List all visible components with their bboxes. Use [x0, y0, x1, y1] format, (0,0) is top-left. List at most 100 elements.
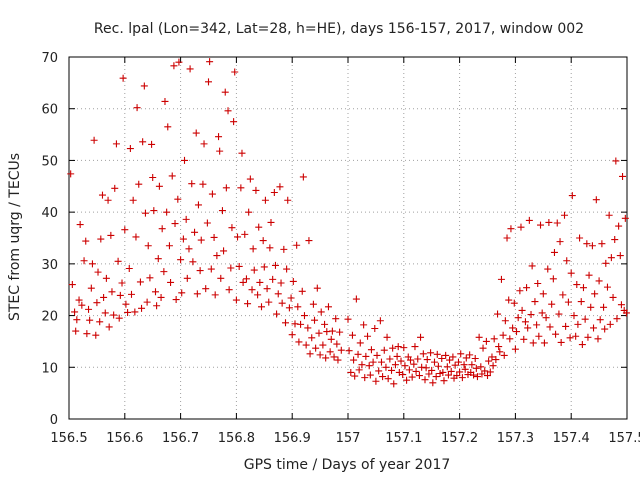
data-point — [80, 257, 88, 265]
data-point — [390, 380, 398, 388]
data-point — [567, 269, 575, 277]
data-point — [245, 208, 253, 216]
data-point — [507, 225, 515, 233]
data-point — [231, 68, 239, 76]
data-point — [523, 284, 531, 292]
data-point — [433, 350, 441, 358]
data-point — [215, 133, 223, 141]
data-point — [67, 170, 75, 178]
data-point — [269, 275, 277, 283]
data-point — [283, 265, 291, 273]
data-point — [412, 367, 420, 375]
data-point — [574, 320, 582, 328]
data-point — [267, 218, 275, 226]
data-point — [375, 367, 383, 375]
y-tick-label: 20 — [41, 310, 58, 325]
data-point — [513, 328, 521, 336]
data-point — [352, 295, 360, 303]
data-point — [428, 366, 436, 374]
data-point — [321, 320, 329, 328]
data-point — [488, 353, 496, 361]
data-point — [244, 300, 252, 308]
data-point — [432, 373, 440, 381]
data-point — [417, 333, 425, 341]
data-point — [174, 195, 182, 203]
data-point — [603, 283, 611, 291]
data-point — [557, 338, 565, 346]
data-point — [550, 248, 558, 256]
y-tick-label: 60 — [41, 103, 58, 118]
data-point — [549, 275, 557, 283]
data-point — [153, 302, 161, 310]
data-point — [584, 333, 592, 341]
data-point — [466, 351, 474, 359]
data-point — [411, 343, 419, 351]
data-point — [254, 291, 262, 299]
data-point — [444, 371, 452, 379]
data-point — [222, 184, 230, 192]
data-point — [394, 343, 402, 351]
data-point — [278, 299, 286, 307]
data-point — [468, 361, 476, 369]
data-point — [164, 123, 172, 131]
data-point — [76, 221, 84, 229]
data-point — [539, 290, 547, 298]
data-point — [449, 353, 457, 361]
data-point — [484, 372, 491, 380]
data-point — [500, 351, 508, 359]
data-point — [561, 211, 569, 219]
data-point — [138, 304, 146, 312]
data-point — [360, 321, 368, 329]
data-point — [443, 363, 451, 371]
data-point — [351, 372, 359, 380]
data-point — [239, 278, 247, 286]
data-point — [294, 303, 302, 311]
data-point — [494, 310, 502, 318]
data-point — [88, 260, 96, 268]
data-point — [327, 335, 335, 343]
data-point — [127, 290, 135, 298]
data-point — [85, 305, 93, 313]
data-point — [446, 356, 454, 364]
data-point — [367, 346, 375, 354]
data-point — [509, 324, 517, 332]
data-point — [311, 316, 319, 324]
data-point — [151, 288, 159, 296]
data-point — [581, 315, 589, 323]
data-point — [178, 289, 186, 297]
data-point — [566, 334, 574, 342]
data-point — [322, 354, 330, 362]
data-point — [265, 298, 273, 306]
data-point — [96, 318, 104, 326]
data-point — [458, 374, 466, 382]
data-point — [131, 308, 139, 316]
data-point — [206, 58, 214, 66]
data-point — [442, 351, 450, 359]
data-point — [485, 357, 493, 365]
data-point — [277, 279, 285, 287]
x-tick-label: 157.1 — [385, 431, 422, 446]
data-point — [93, 299, 101, 307]
data-point — [143, 298, 151, 306]
data-point — [107, 231, 115, 239]
data-point — [600, 303, 608, 311]
data-point — [510, 299, 518, 307]
data-point — [471, 354, 479, 362]
data-point — [572, 332, 580, 340]
data-point — [297, 320, 305, 328]
data-point — [289, 277, 297, 285]
x-tick-label: 156.6 — [106, 431, 143, 446]
x-tick-label: 157.3 — [497, 431, 534, 446]
data-point — [144, 242, 152, 250]
data-point — [326, 348, 334, 356]
data-point — [78, 301, 86, 309]
data-point — [125, 265, 133, 273]
data-point — [354, 350, 362, 358]
data-point — [495, 343, 503, 351]
data-point — [388, 366, 396, 374]
data-point — [373, 351, 381, 359]
data-point — [273, 310, 281, 318]
data-point — [177, 256, 185, 264]
data-point — [423, 356, 431, 364]
data-point — [102, 274, 110, 282]
